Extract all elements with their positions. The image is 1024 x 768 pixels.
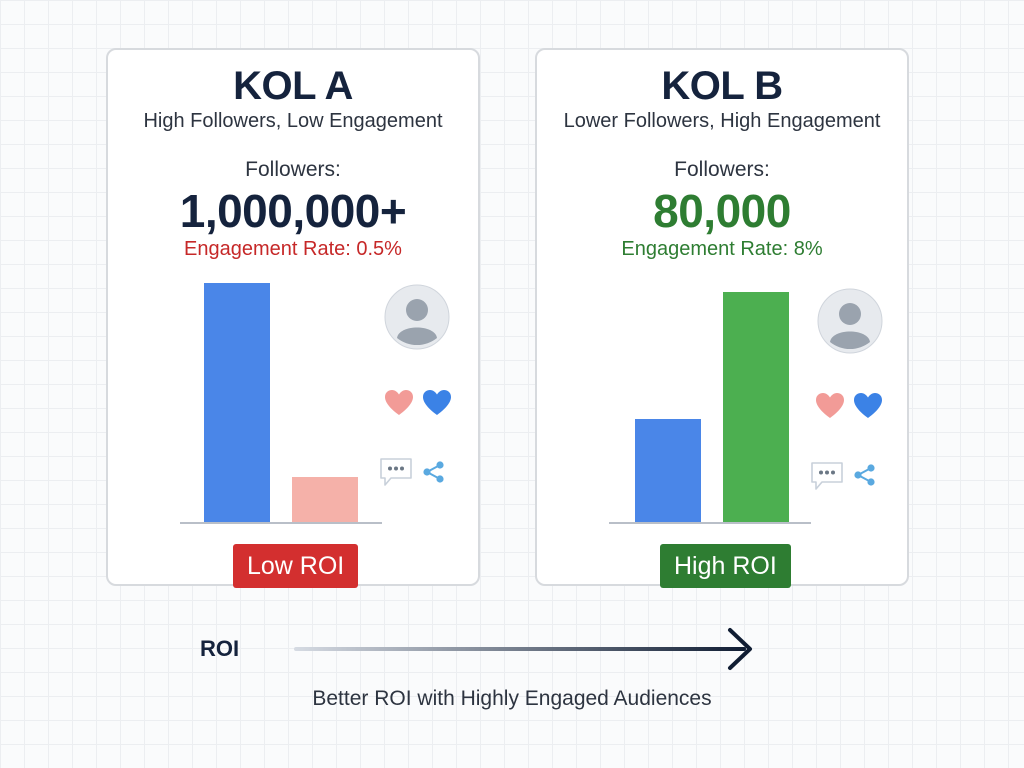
card-title: KOL A: [233, 64, 353, 108]
heart-pink-icon: [385, 390, 413, 415]
heart-blue-icon: [423, 390, 451, 415]
comment-icon: [811, 462, 843, 490]
roi-arrow-icon: [294, 628, 752, 670]
heart-pink-icon: [816, 393, 844, 418]
card-subtitle: High Followers, Low Engagement: [143, 110, 443, 132]
engagement-rate: Engagement Rate: 0.5%: [184, 238, 402, 260]
followers-value: 1,000,000+: [179, 185, 407, 237]
high-roi-badge: High ROI: [660, 544, 791, 588]
comment-icon: [380, 458, 412, 486]
engagement-rate: Engagement Rate: 8%: [621, 238, 823, 260]
card-title: KOL B: [661, 64, 783, 108]
chart-baseline: [609, 522, 811, 524]
kol-a-card: KOL A High Followers, Low Engagement Fol…: [106, 48, 480, 588]
roi-axis-label: ROI: [200, 636, 240, 661]
heart-blue-icon: [854, 393, 882, 418]
followers-label: Followers:: [674, 158, 770, 181]
bar-followers: [635, 419, 701, 523]
bar-engagement: [723, 292, 789, 523]
low-roi-badge: Low ROI: [233, 544, 359, 588]
chart-baseline: [180, 522, 382, 524]
share-icon: [854, 464, 875, 486]
bar-engagement: [292, 477, 358, 523]
bar-followers: [204, 283, 270, 523]
followers-value: 80,000: [653, 185, 791, 237]
caption: Better ROI with Highly Engaged Audiences: [312, 687, 712, 710]
followers-label: Followers:: [245, 158, 341, 181]
avatar-icon: [384, 284, 450, 350]
kol-b-card: KOL B Lower Followers, High Engagement F…: [535, 48, 909, 588]
card-subtitle: Lower Followers, High Engagement: [563, 110, 881, 132]
share-icon: [423, 461, 444, 483]
avatar-icon: [817, 288, 883, 354]
